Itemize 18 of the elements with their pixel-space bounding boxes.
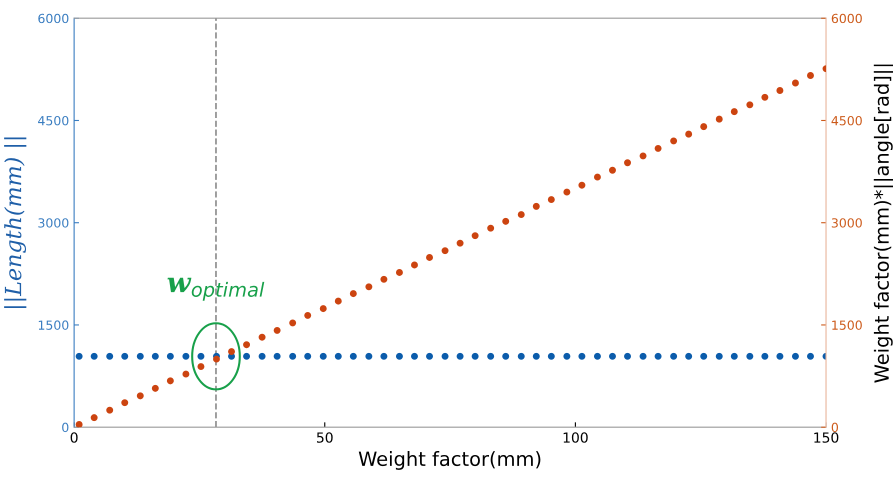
- y-tick-label: 0: [62, 422, 68, 432]
- x-tick-label: 50: [316, 432, 333, 443]
- y-tick-label: 1500: [38, 320, 68, 330]
- y2-tick-label: 4500: [831, 116, 862, 126]
- y2-axis-title: Weight factor(mm)*||angle[rad]||: [874, 64, 893, 383]
- x-tick-label: 150: [814, 432, 838, 443]
- y2-tick-label: 6000: [832, 14, 862, 24]
- x-tick-label: 0: [70, 432, 78, 443]
- y-axis-title: ||Length(mm) ||: [4, 137, 26, 308]
- y2-tick-label: 3000: [832, 218, 862, 228]
- y-tick-label: 6000: [38, 14, 68, 24]
- x-tick-label: 100: [564, 432, 588, 443]
- y2-tick-label: 1500: [832, 320, 862, 330]
- y-tick-label: 3000: [38, 218, 68, 228]
- annotation: w$_{optimal}$: [168, 278, 264, 301]
- y2-tick-label: 0: [832, 422, 838, 432]
- y-tick-label: 4500: [38, 116, 68, 126]
- x-axis-title: Weight factor(mm): [358, 451, 540, 470]
